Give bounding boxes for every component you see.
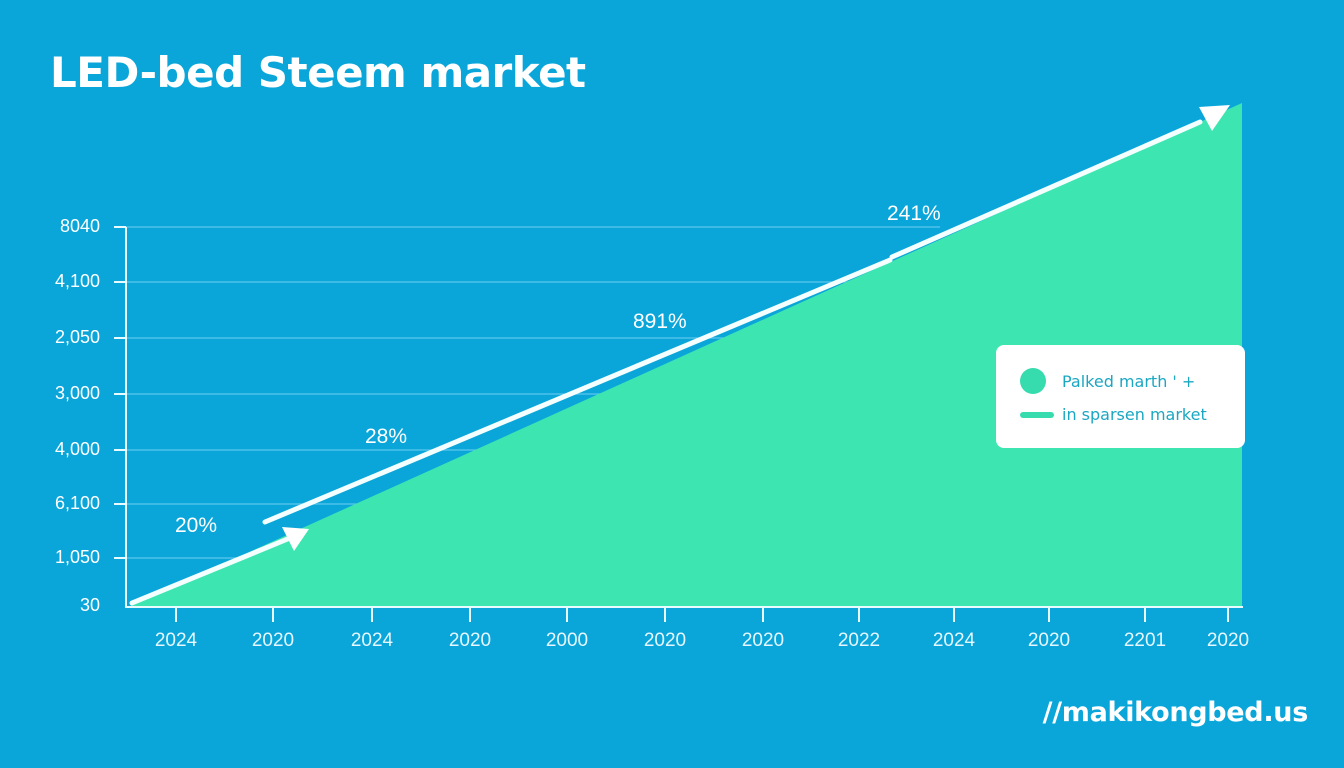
x-tick-label: 2020 [1027,630,1071,651]
y-tick-label: 3,000 [54,383,100,403]
x-tick-label: 2024 [154,630,198,651]
y-tick-label: 30 [79,595,100,615]
circle-marker-icon [1020,368,1046,394]
x-tick-label: 2024 [350,630,394,651]
watermark: //makikongbed.us [1042,697,1309,728]
small-arrowhead-icon [282,527,309,551]
data-label: 241% [887,202,941,225]
trend-arrowhead-icon [1199,105,1230,131]
data-label: 891% [633,310,687,333]
x-tick-label: 2020 [251,630,295,651]
x-tick-label: 2000 [545,630,589,651]
x-tick-label: 2024 [932,630,976,651]
axes [114,226,1243,622]
area-series [130,103,1242,607]
x-tick-label: 2022 [837,630,881,651]
legend-label: Palked marth ' + [1062,371,1196,391]
y-tick-label: 4,100 [54,271,100,291]
legend-label: in sparsen market [1062,405,1207,424]
trend-line [129,119,1203,606]
legend-item: Palked marth ' + [1020,368,1195,394]
chart-title: LED-bed Steem market [50,48,586,97]
data-label: 20% [175,514,218,537]
y-tick-label: 4,000 [54,439,100,459]
y-tick-label: 8040 [59,216,100,236]
y-tick-label: 1,050 [54,547,100,567]
data-label: 28% [365,425,408,448]
x-tick-label: 2020 [1206,630,1250,651]
y-tick-label: 2,050 [54,327,100,347]
x-tick-label: 2020 [643,630,687,651]
x-tick-label: 2020 [741,630,785,651]
legend: Palked marth ' + in sparsen market [996,345,1245,448]
y-tick-label: 6,100 [54,493,100,513]
x-tick-label: 2201 [1123,630,1167,651]
x-tick-label: 2020 [448,630,492,651]
legend-item: in sparsen market [1020,405,1207,424]
line-marker-icon [1020,411,1054,418]
